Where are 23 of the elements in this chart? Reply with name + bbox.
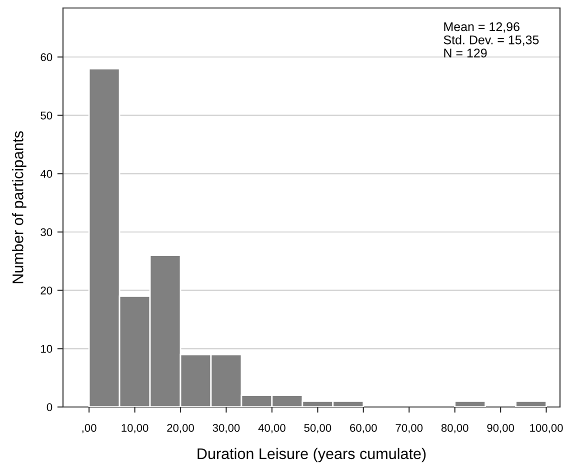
x-tick-label: 10,00 — [122, 424, 148, 434]
y-tick-label: 10 — [41, 344, 52, 353]
y-tick-label: 40 — [40, 170, 52, 178]
x-tick-label: 30,00 — [212, 424, 240, 434]
y-tick-label: 0 — [46, 403, 52, 412]
y-tick-label: 30 — [40, 228, 52, 236]
annotation: Std. Dev. = 15,35 — [444, 35, 539, 46]
x-tick-label: 100,00 — [530, 424, 563, 434]
annotation: Mean = 12,96 — [444, 22, 520, 33]
y-tick-label: 60 — [40, 53, 52, 62]
x-tick-label: 70,00 — [396, 424, 423, 434]
x-tick-label: 50,00 — [304, 424, 332, 434]
x-tick-label: 60,00 — [350, 424, 377, 434]
x-tick-label: 90,00 — [487, 424, 514, 434]
annotation: N = 129 — [444, 48, 487, 58]
x-tick-label: ,00 — [82, 424, 96, 434]
x-axis-title: Duration Leisure (years cumulate) — [198, 448, 426, 462]
y-axis-title: Number of participants — [12, 131, 26, 284]
y-tick-label: 50 — [40, 112, 52, 120]
x-tick-label: 40,00 — [258, 424, 286, 434]
x-tick-label: 80,00 — [441, 424, 468, 434]
x-tick-label: 20,00 — [167, 424, 194, 434]
y-tick-label: 20 — [40, 286, 52, 294]
